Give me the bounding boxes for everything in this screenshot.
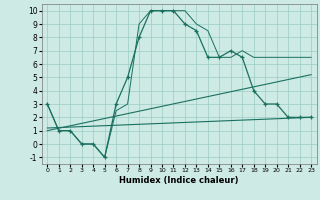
- X-axis label: Humidex (Indice chaleur): Humidex (Indice chaleur): [119, 176, 239, 185]
